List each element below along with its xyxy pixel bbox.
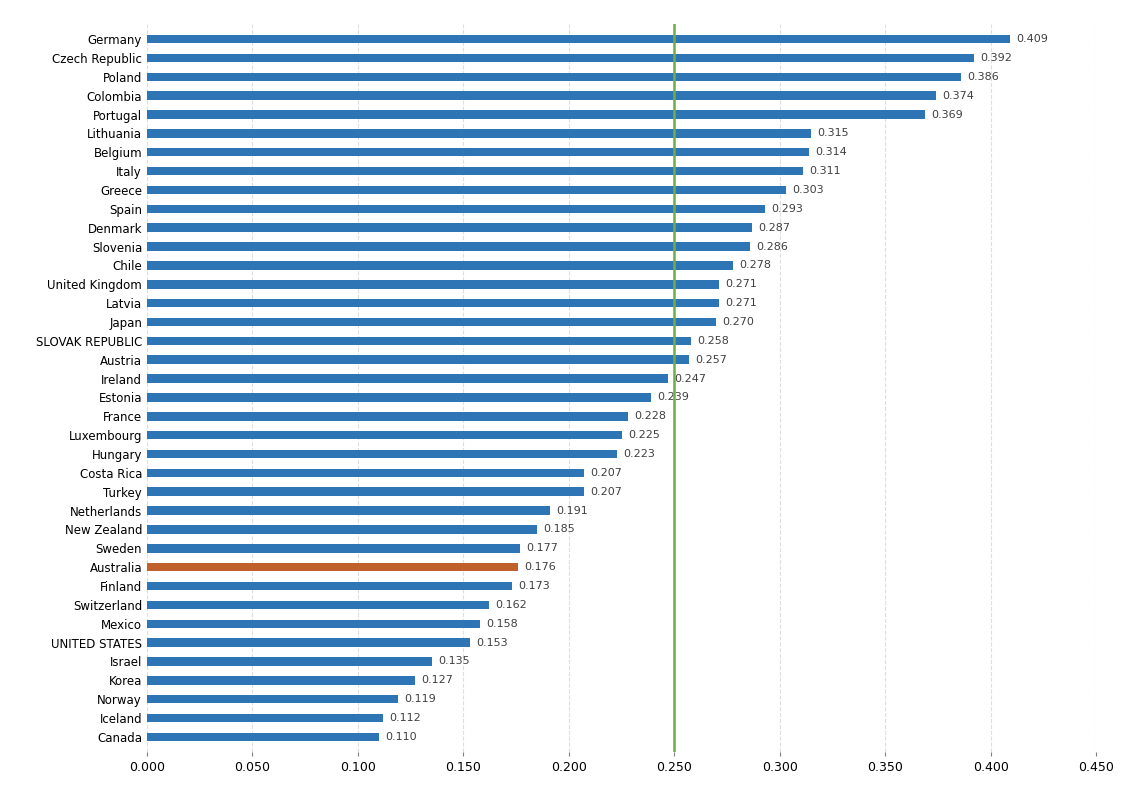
Text: 0.191: 0.191	[556, 506, 588, 515]
Bar	[147, 658, 432, 666]
Text: 0.185: 0.185	[544, 525, 575, 534]
Text: 0.257: 0.257	[695, 354, 728, 365]
Text: 0.119: 0.119	[405, 694, 436, 704]
Bar	[147, 299, 719, 307]
Text: 0.110: 0.110	[385, 732, 417, 742]
Bar	[147, 337, 692, 345]
Text: 0.369: 0.369	[931, 110, 963, 119]
Bar	[147, 110, 925, 118]
Bar	[147, 205, 765, 213]
Text: 0.386: 0.386	[967, 72, 999, 82]
Bar	[147, 506, 550, 515]
Text: 0.127: 0.127	[421, 675, 453, 686]
Bar	[147, 601, 488, 609]
Text: 0.153: 0.153	[476, 638, 507, 648]
Bar	[147, 73, 962, 81]
Bar	[147, 469, 583, 477]
Text: 0.173: 0.173	[519, 581, 550, 591]
Bar	[147, 223, 753, 232]
Text: 0.112: 0.112	[390, 713, 421, 723]
Bar	[147, 733, 379, 741]
Text: 0.409: 0.409	[1016, 34, 1048, 44]
Text: 0.207: 0.207	[590, 486, 622, 497]
Bar	[147, 167, 803, 175]
Text: 0.270: 0.270	[723, 317, 755, 327]
Text: 0.223: 0.223	[624, 449, 655, 459]
Bar	[147, 695, 398, 703]
Bar	[147, 412, 628, 421]
Bar	[147, 35, 1009, 43]
Text: 0.271: 0.271	[724, 279, 757, 290]
Bar	[147, 563, 519, 571]
Bar	[147, 280, 719, 289]
Text: 0.278: 0.278	[740, 261, 772, 270]
Text: 0.135: 0.135	[438, 657, 470, 666]
Bar	[147, 318, 716, 326]
Text: 0.287: 0.287	[758, 222, 791, 233]
Text: 0.176: 0.176	[524, 562, 556, 572]
Bar	[147, 450, 617, 458]
Bar	[147, 393, 651, 402]
Bar	[147, 148, 809, 157]
Bar	[147, 431, 622, 439]
Bar	[147, 261, 733, 270]
Text: 0.225: 0.225	[628, 430, 660, 440]
Text: 0.258: 0.258	[697, 336, 729, 346]
Bar	[147, 186, 786, 194]
Bar	[147, 544, 520, 553]
Bar	[147, 355, 689, 364]
Text: 0.207: 0.207	[590, 468, 622, 478]
Bar	[147, 374, 668, 383]
Text: 0.286: 0.286	[756, 242, 789, 251]
Bar	[147, 638, 470, 647]
Text: 0.271: 0.271	[724, 298, 757, 308]
Text: 0.374: 0.374	[942, 90, 974, 101]
Bar	[147, 129, 811, 138]
Bar	[147, 714, 383, 722]
Text: 0.314: 0.314	[816, 147, 848, 158]
Bar	[147, 582, 512, 590]
Text: 0.177: 0.177	[527, 543, 558, 554]
Text: 0.293: 0.293	[772, 204, 803, 214]
Text: 0.247: 0.247	[675, 374, 706, 383]
Bar	[147, 54, 974, 62]
Bar	[147, 676, 415, 685]
Text: 0.239: 0.239	[658, 393, 689, 402]
Text: 0.392: 0.392	[980, 53, 1012, 63]
Bar	[147, 526, 537, 534]
Bar	[147, 619, 480, 628]
Text: 0.162: 0.162	[495, 600, 527, 610]
Text: 0.311: 0.311	[809, 166, 841, 176]
Text: 0.303: 0.303	[792, 185, 824, 195]
Bar	[147, 487, 583, 496]
Text: 0.228: 0.228	[634, 411, 667, 422]
Bar	[147, 242, 750, 250]
Text: 0.315: 0.315	[818, 128, 850, 138]
Text: 0.158: 0.158	[487, 618, 519, 629]
Bar	[147, 91, 936, 100]
